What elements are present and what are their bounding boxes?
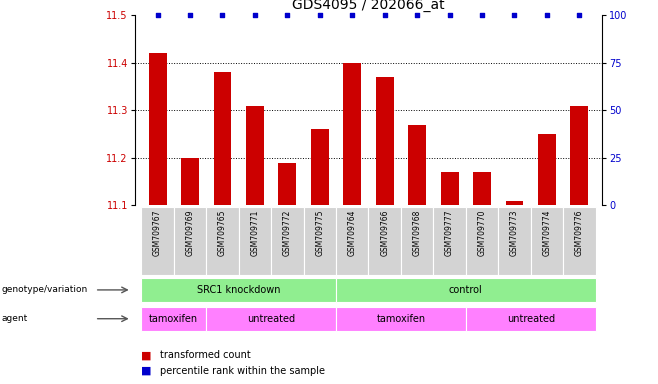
Point [477,12,488,18]
Bar [498,207,531,275]
Text: GSM709777: GSM709777 [445,209,454,256]
Bar [473,172,491,205]
Bar [505,201,523,205]
Text: tamoxifen: tamoxifen [149,314,198,324]
Text: GSM709773: GSM709773 [510,209,519,256]
Point [509,12,520,18]
Point [153,12,163,18]
Bar [278,163,296,205]
Text: GSM709765: GSM709765 [218,209,227,256]
Bar [246,106,264,205]
Point [574,12,584,18]
Bar [538,134,556,205]
Text: tamoxifen: tamoxifen [376,314,426,324]
Text: untreated: untreated [247,314,295,324]
Bar [206,306,336,331]
Bar [336,278,595,302]
Bar [376,77,393,205]
Text: control: control [449,285,483,295]
Bar [531,207,563,275]
Bar [303,207,336,275]
Text: SRC1 knockdown: SRC1 knockdown [197,285,280,295]
Point [315,12,325,18]
Bar [466,207,498,275]
Bar [181,158,199,205]
Text: untreated: untreated [507,314,555,324]
Text: GSM709771: GSM709771 [251,209,259,256]
Text: ■: ■ [141,366,152,376]
Bar [174,207,206,275]
Text: genotype/variation: genotype/variation [1,285,88,295]
Text: GSM709772: GSM709772 [283,209,292,256]
Bar [206,207,239,275]
Bar [570,106,588,205]
Bar [401,207,434,275]
Point [282,12,293,18]
Text: GSM709767: GSM709767 [153,209,162,256]
Bar [434,207,466,275]
Bar [441,172,459,205]
Title: GDS4095 / 202066_at: GDS4095 / 202066_at [292,0,445,12]
Point [542,12,552,18]
Bar [239,207,271,275]
Bar [141,278,336,302]
Text: GSM709770: GSM709770 [478,209,486,256]
Bar [141,306,206,331]
Bar [336,207,368,275]
Point [185,12,195,18]
Point [412,12,422,18]
Point [444,12,455,18]
Bar [368,207,401,275]
Bar [214,72,232,205]
Text: GSM709776: GSM709776 [575,209,584,256]
Text: GSM709775: GSM709775 [315,209,324,256]
Bar [336,306,466,331]
Point [347,12,357,18]
Text: agent: agent [1,314,28,323]
Bar [311,129,329,205]
Text: GSM709764: GSM709764 [348,209,357,256]
Bar [343,63,361,205]
Text: GSM709766: GSM709766 [380,209,389,256]
Bar [141,207,174,275]
Point [380,12,390,18]
Bar [563,207,595,275]
Point [249,12,260,18]
Bar [149,53,166,205]
Bar [466,306,595,331]
Text: percentile rank within the sample: percentile rank within the sample [160,366,325,376]
Text: transformed count: transformed count [160,350,251,360]
Bar [271,207,303,275]
Point [217,12,228,18]
Text: GSM709768: GSM709768 [413,209,422,256]
Bar [408,125,426,205]
Text: ■: ■ [141,350,152,360]
Text: GSM709774: GSM709774 [542,209,551,256]
Text: GSM709769: GSM709769 [186,209,195,256]
